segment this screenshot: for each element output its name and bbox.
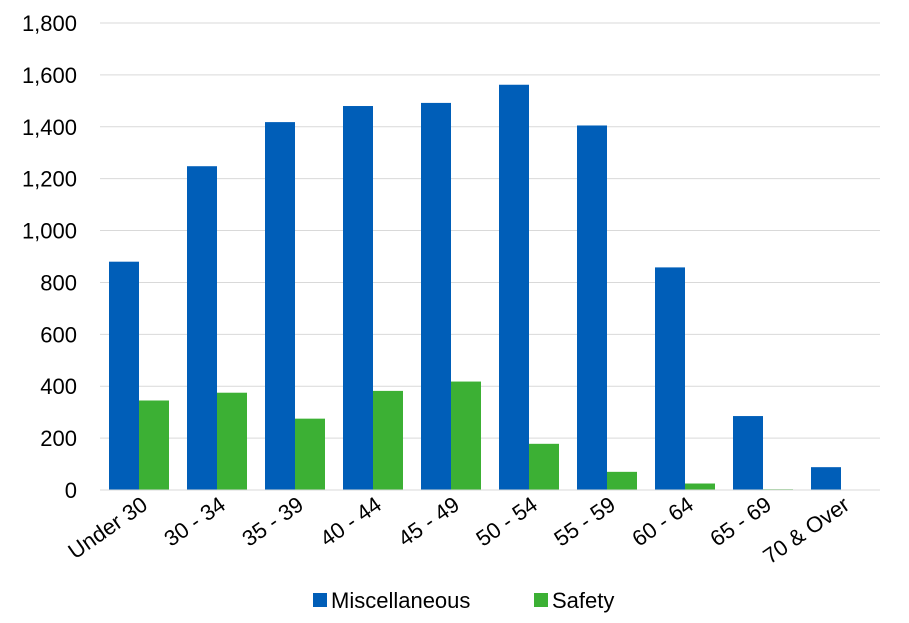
x-tick-label: 30 - 34 <box>159 492 229 552</box>
bar-miscellaneous <box>499 84 529 491</box>
bar-safety <box>685 483 715 490</box>
legend-item: Safety <box>534 588 614 613</box>
bar-miscellaneous <box>265 122 295 490</box>
bar-miscellaneous <box>577 125 607 490</box>
y-tick-label: 0 <box>65 478 77 503</box>
bar-miscellaneous <box>811 467 841 490</box>
bars <box>109 84 841 491</box>
bar-miscellaneous <box>187 166 217 491</box>
bar-miscellaneous <box>109 261 139 490</box>
y-tick-label: 600 <box>40 322 77 347</box>
bar-safety <box>139 400 169 490</box>
legend-label: Miscellaneous <box>331 588 470 613</box>
x-tick-label: 40 - 44 <box>315 492 385 552</box>
bar-safety <box>607 471 637 490</box>
legend: Miscellaneous Safety <box>313 588 614 613</box>
x-tick-label: 60 - 64 <box>627 492 697 552</box>
x-tick-label: 50 - 54 <box>471 492 541 552</box>
bar-safety <box>451 381 481 490</box>
y-tick-label: 1,400 <box>22 115 77 140</box>
x-tick-label: 35 - 39 <box>237 492 307 552</box>
bar-safety <box>373 390 403 490</box>
y-tick-label: 200 <box>40 426 77 451</box>
y-tick-label: 400 <box>40 374 77 399</box>
x-tick-label: 45 - 49 <box>393 492 463 552</box>
x-axis: Under 30 30 - 34 35 - 39 40 - 44 45 - 49 50 -… <box>63 492 853 569</box>
y-tick-label: 1,600 <box>22 63 77 88</box>
y-tick-label: 800 <box>40 270 77 295</box>
legend-label: Safety <box>552 588 614 613</box>
legend-swatch <box>534 593 548 607</box>
legend-item: Miscellaneous <box>313 588 470 613</box>
y-tick-label: 1,200 <box>22 167 77 192</box>
y-axis: 0 200 400 600 800 1,000 1,200 1,400 1,600 1,800 <box>22 11 77 503</box>
x-tick-label: 70 & Over <box>758 492 853 569</box>
y-tick-label: 1,000 <box>22 219 77 244</box>
bar-miscellaneous <box>733 416 763 490</box>
bar-safety <box>217 392 247 490</box>
legend-swatch <box>313 593 327 607</box>
y-tick-label: 1,800 <box>22 11 77 36</box>
gridlines <box>100 22 880 439</box>
bar-miscellaneous <box>421 102 451 491</box>
bar-miscellaneous <box>655 267 685 490</box>
bar-safety <box>295 418 325 490</box>
bar-miscellaneous <box>343 106 373 491</box>
x-tick-label: 55 - 59 <box>549 492 619 552</box>
bar-safety <box>529 443 559 490</box>
